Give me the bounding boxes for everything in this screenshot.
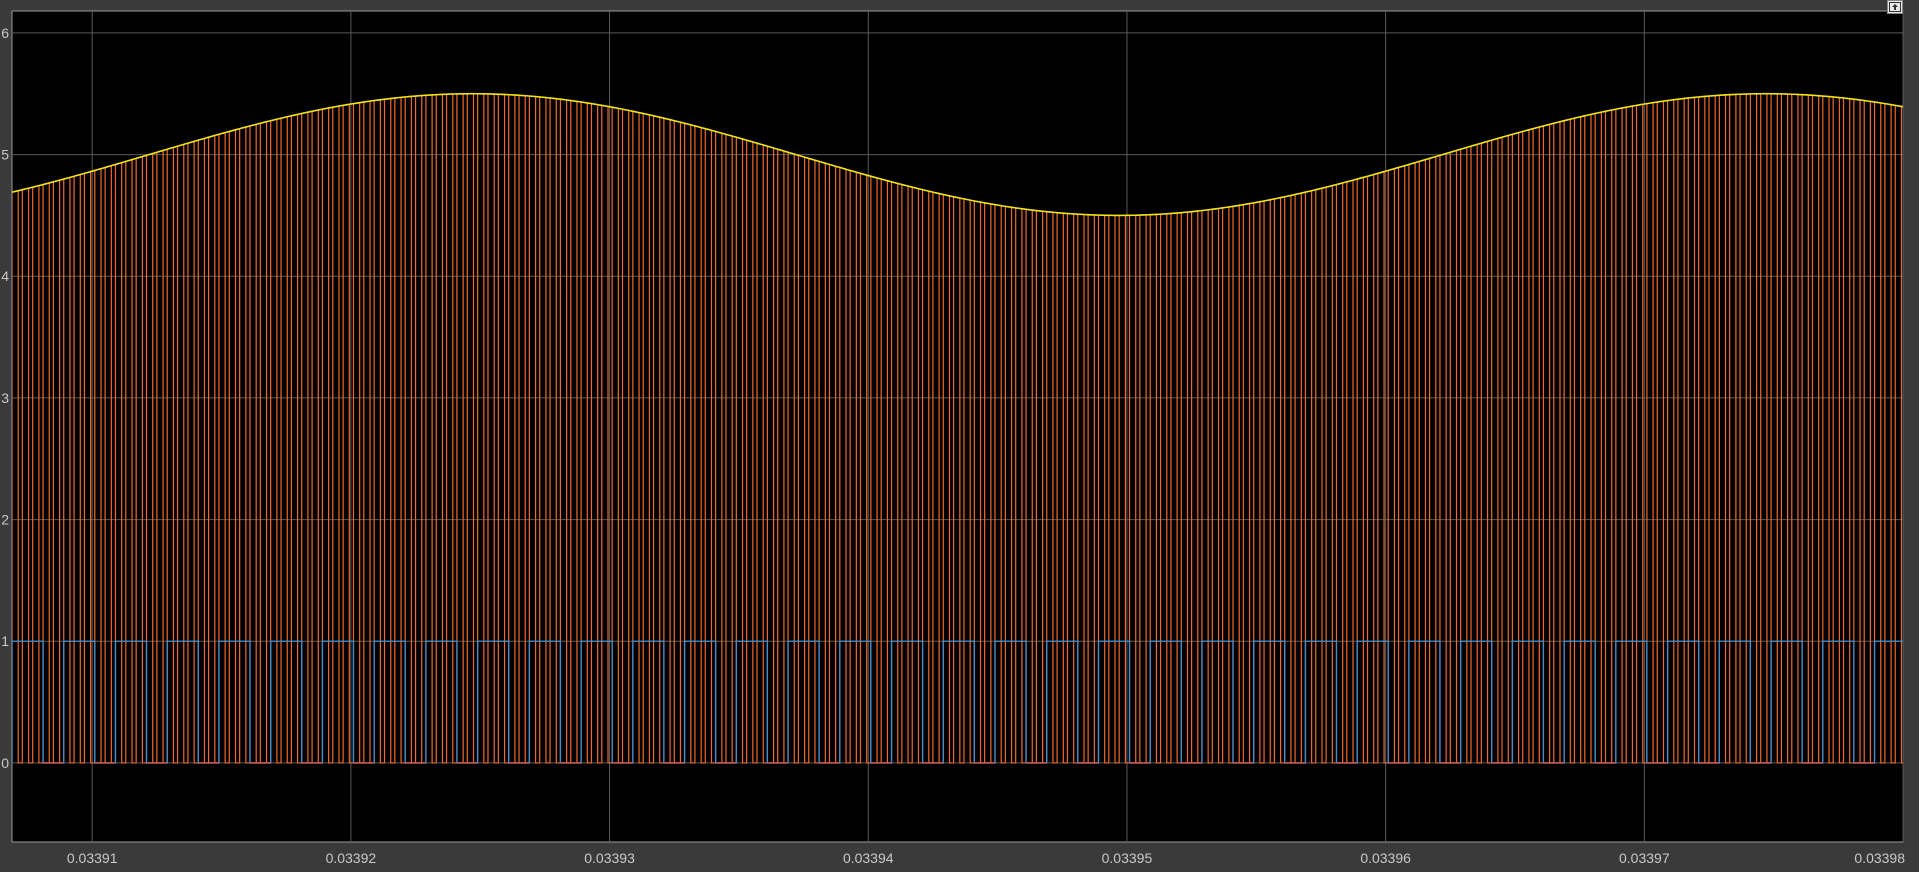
undock-icon	[1889, 2, 1901, 12]
y-tick-label: 2	[1, 512, 9, 528]
x-tick-label: 0.03391	[67, 850, 118, 866]
x-tick-label: 0.03395	[1102, 850, 1153, 866]
plot-area	[11, 10, 1904, 843]
x-tick-label: 0.03392	[326, 850, 377, 866]
y-tick-label: 1	[1, 633, 9, 649]
series-sine	[12, 92, 1903, 217]
y-tick-label: 0	[1, 755, 9, 771]
y-tick-label: 4	[1, 268, 9, 284]
y-tick-label: 3	[1, 390, 9, 406]
series-pulse	[12, 640, 1903, 764]
x-tick-label: 0.03396	[1360, 850, 1411, 866]
x-tick-label: 0.03393	[584, 850, 635, 866]
x-tick-label: 0.03397	[1619, 850, 1670, 866]
undock-button[interactable]	[1887, 0, 1903, 14]
x-tick-label: 0.03398	[1854, 850, 1905, 866]
y-tick-label: 5	[1, 147, 9, 163]
x-tick-label: 0.03394	[843, 850, 894, 866]
y-tick-label: 6	[1, 25, 9, 41]
